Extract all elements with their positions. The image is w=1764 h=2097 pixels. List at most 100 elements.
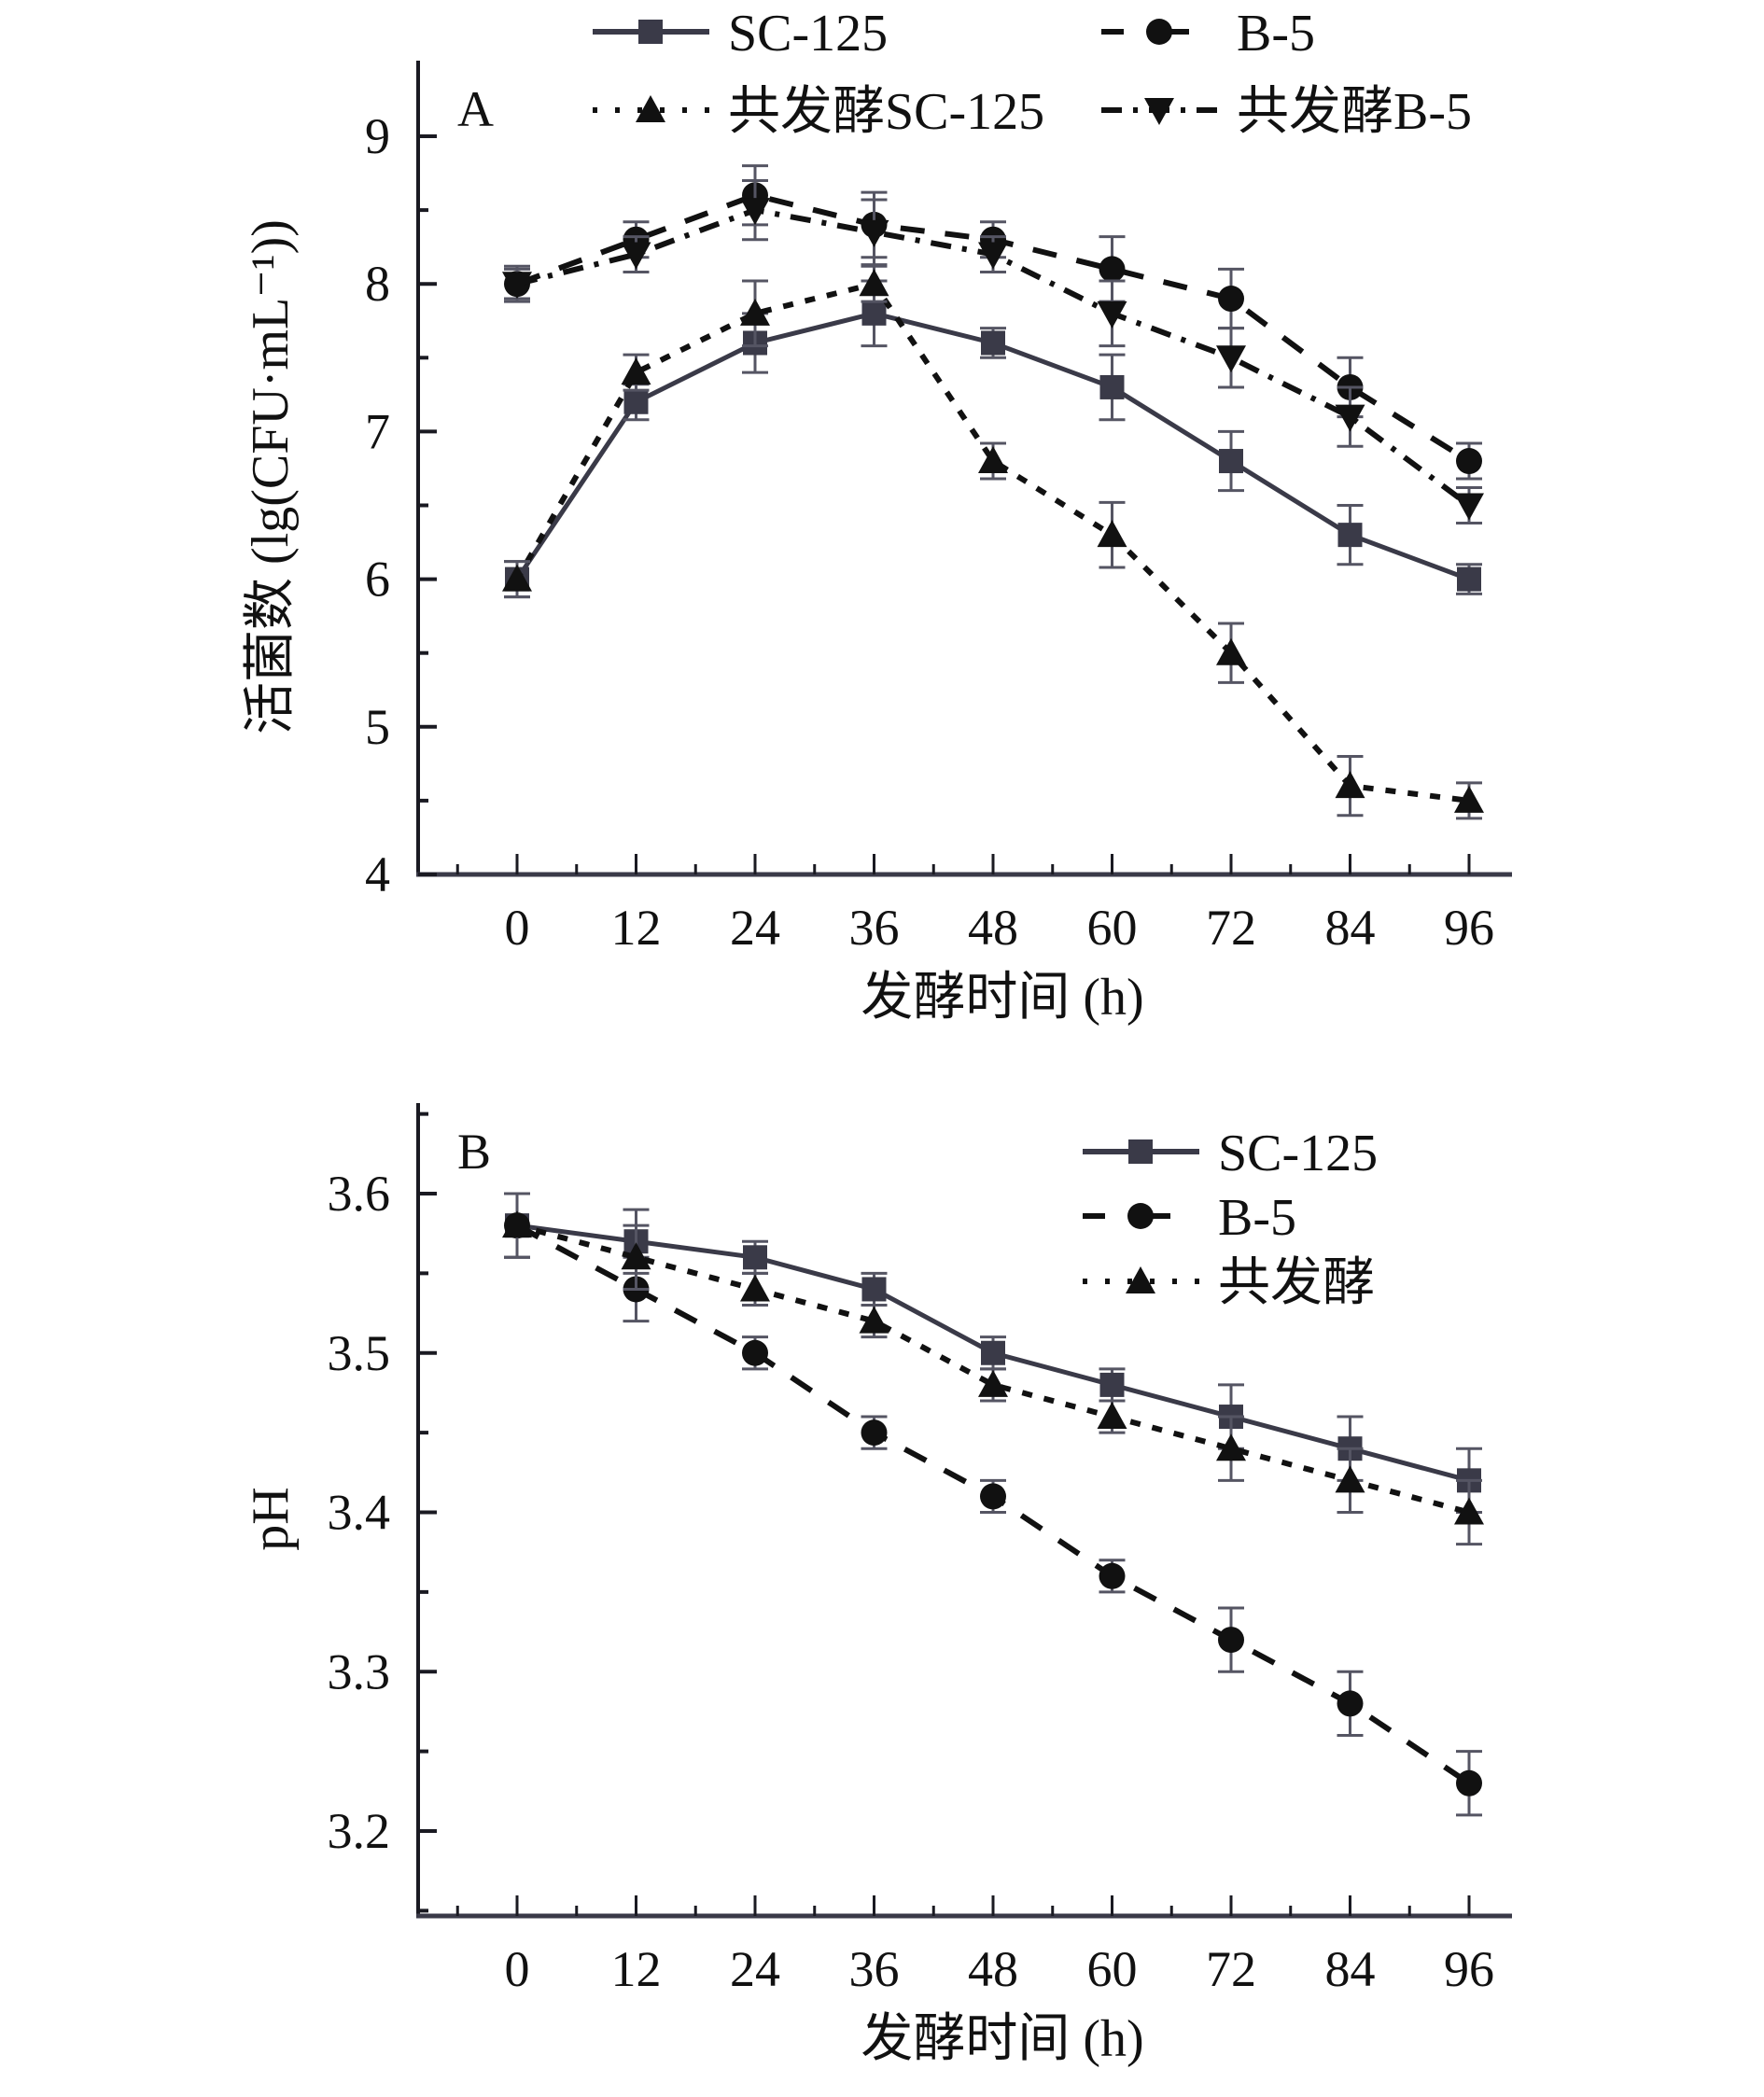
panel-label: B xyxy=(457,1124,491,1180)
y-tick-label: 7 xyxy=(365,403,390,459)
data-point xyxy=(1454,493,1484,521)
data-point xyxy=(1219,449,1243,474)
y-tick-label: 3.5 xyxy=(328,1325,391,1381)
data-point xyxy=(861,301,887,326)
x-tick-label: 60 xyxy=(1087,900,1138,956)
legend-label: SC-125 xyxy=(1218,1125,1378,1182)
legend-label: 共发酵B-5 xyxy=(1237,83,1472,141)
legend-item: B-5 xyxy=(1101,5,1315,63)
legend-item: SC-125 xyxy=(1083,1125,1378,1182)
data-point xyxy=(740,198,770,226)
legend-label: SC-125 xyxy=(728,5,888,63)
data-point xyxy=(1099,1562,1126,1589)
data-point xyxy=(978,446,1008,474)
x-tick-label: 48 xyxy=(968,1941,1018,1997)
legend-label: B-5 xyxy=(1218,1189,1296,1247)
data-point xyxy=(1454,785,1484,813)
x-axis-title: 发酵时间 (h) xyxy=(861,2010,1143,2068)
legend-marker xyxy=(638,20,663,44)
y-tick-label: 4 xyxy=(365,846,390,902)
data-point xyxy=(623,389,649,414)
y-tick-label: 3.2 xyxy=(328,1803,391,1859)
panel-a-viable-count-chart: 4 5 6 7 8 9 0 12 24 36 48 60 72 84 96 发酵时间 (h) 活菌数 (lg(C… xyxy=(242,5,1512,1027)
data-point xyxy=(859,219,889,247)
legend-marker xyxy=(636,95,665,122)
data-point xyxy=(502,564,532,592)
legend-item: SC-125 xyxy=(593,5,888,63)
data-point xyxy=(861,1419,888,1447)
series-SC-125 xyxy=(504,279,1482,599)
data-point xyxy=(980,1483,1006,1510)
x-tick-label: 72 xyxy=(1206,900,1256,956)
series-共发酵B-5 xyxy=(502,178,1484,524)
x-tick-label: 0 xyxy=(505,1941,530,1997)
data-point xyxy=(1218,1627,1244,1654)
legend-marker xyxy=(1126,1266,1155,1293)
series-B-5 xyxy=(504,164,1482,481)
x-tick-label: 84 xyxy=(1325,900,1376,956)
data-point xyxy=(1335,771,1365,799)
data-point xyxy=(621,242,651,270)
data-point xyxy=(1099,256,1126,283)
data-point xyxy=(859,269,889,297)
y-tick-label: 3.4 xyxy=(328,1485,391,1541)
y-tick-label: 8 xyxy=(365,256,390,312)
data-point xyxy=(1216,637,1246,665)
x-tick-label: 72 xyxy=(1206,1941,1256,1997)
data-point xyxy=(978,242,1008,270)
data-point xyxy=(621,357,651,385)
series-SC-125 xyxy=(504,1192,1482,1514)
data-point xyxy=(740,298,770,326)
data-point xyxy=(621,1242,651,1270)
x-tick-label: 60 xyxy=(1087,1941,1138,1997)
data-point xyxy=(743,1245,767,1270)
x-tick-label: 36 xyxy=(849,1941,900,1997)
data-point xyxy=(1097,1402,1127,1430)
data-point xyxy=(1099,1372,1125,1397)
data-point xyxy=(1097,301,1127,329)
data-point xyxy=(1456,448,1482,475)
data-point xyxy=(1454,1497,1484,1525)
x-axis-title: 发酵时间 (h) xyxy=(861,969,1143,1027)
data-point xyxy=(1456,1769,1482,1796)
legend-marker xyxy=(1128,1139,1153,1164)
legend-label: 共发酵 xyxy=(1218,1254,1375,1312)
series-共发酵 xyxy=(502,1192,1484,1546)
x-tick-label: 36 xyxy=(849,900,900,956)
legend-marker xyxy=(1127,1203,1154,1229)
y-axis-title: pH xyxy=(242,1487,300,1550)
x-tick-label: 96 xyxy=(1444,900,1494,956)
x-tick-label: 12 xyxy=(611,1941,662,1997)
data-point xyxy=(1337,523,1363,548)
legend-item: 共发酵SC-125 xyxy=(593,83,1044,141)
series-共发酵SC-125 xyxy=(502,264,1484,820)
y-axis-title: 活菌数 (lg(CFU·mL⁻¹)) xyxy=(242,219,300,734)
y-tick-label: 6 xyxy=(365,552,390,608)
data-point xyxy=(861,1277,887,1302)
data-point xyxy=(502,272,532,300)
data-point xyxy=(859,1306,889,1334)
data-point xyxy=(1099,374,1125,399)
y-tick-label: 3.6 xyxy=(328,1166,391,1222)
y-tick-label: 9 xyxy=(365,108,390,164)
x-tick-label: 12 xyxy=(611,900,662,956)
legend-marker xyxy=(1146,19,1172,45)
legend-item: B-5 xyxy=(1083,1189,1296,1247)
legend-label: B-5 xyxy=(1237,5,1315,63)
legend-item: 共发酵B-5 xyxy=(1101,83,1472,141)
panel-b-ph-chart: 3.2 3.3 3.4 3.5 3.6 0 12 24 36 48 60 72 84 96 发酵时间 (h)… xyxy=(242,1103,1512,2068)
data-point xyxy=(742,1339,768,1366)
data-point xyxy=(1097,520,1127,548)
y-tick-label: 5 xyxy=(365,699,390,755)
panel-label: A xyxy=(457,81,494,137)
series-line xyxy=(512,280,1473,804)
data-point xyxy=(1218,286,1244,313)
data-point xyxy=(1457,566,1481,592)
legend-marker xyxy=(1144,98,1174,125)
data-point xyxy=(1216,1433,1246,1461)
y-tick-label: 3.3 xyxy=(328,1643,391,1699)
legend: SC-125 B-5 共发酵 xyxy=(1083,1125,1378,1312)
x-tick-label: 84 xyxy=(1325,1941,1376,1997)
data-point xyxy=(981,1340,1005,1365)
